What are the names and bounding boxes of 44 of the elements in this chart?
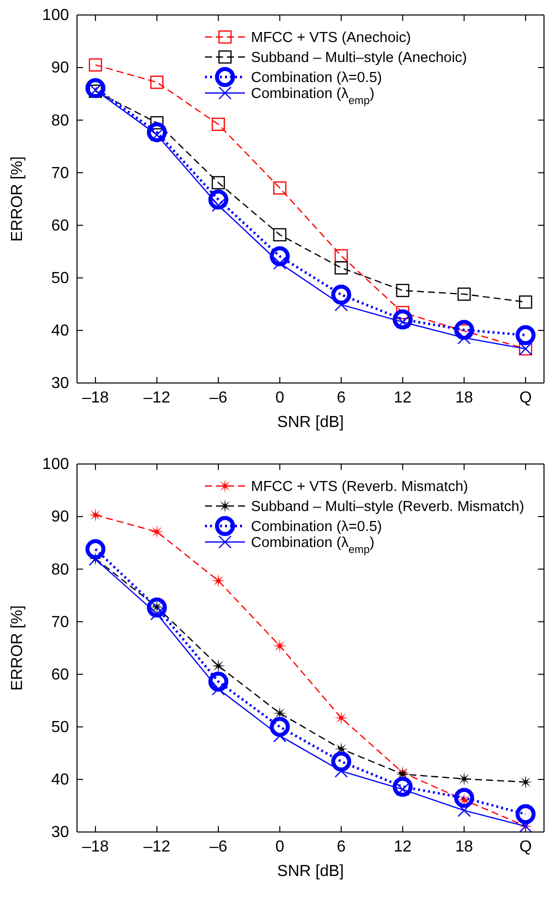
y-axis-title: ERROR [%] (9, 156, 26, 242)
legend-label: Combination (λ$_{emp}$) (251, 535, 374, 556)
x-tick-label: 18 (455, 838, 474, 856)
y-tick-label: 90 (51, 508, 70, 526)
y-tick-label: 60 (51, 217, 70, 234)
y-tick-label: 100 (42, 456, 70, 474)
y-tick-label: 40 (51, 772, 70, 789)
y-tick-label: 60 (51, 666, 70, 684)
y-tick-label: 80 (51, 561, 70, 578)
x-tick-label: –12 (144, 838, 170, 856)
y-tick-label: 80 (51, 112, 70, 130)
legend-label: Subband – Multi–style (Reverb. Mismatch) (251, 499, 524, 515)
x-tick-label: 0 (275, 389, 284, 406)
legend-label: MFCC + VTS (Anechoic) (251, 30, 411, 46)
y-tick-label: 50 (51, 718, 70, 736)
legend-label: Combination (λ=0.5) (251, 519, 382, 535)
y-tick-label: 90 (51, 60, 70, 77)
x-tick-label: –18 (82, 389, 109, 406)
x-tick-label: 6 (336, 389, 346, 406)
x-tick-label: 12 (394, 838, 412, 856)
y-tick-label: 30 (51, 375, 70, 392)
y-tick-label: 40 (51, 322, 70, 340)
x-axis-title: SNR [dB] (277, 863, 344, 880)
x-tick-label: Q (519, 389, 532, 406)
x-tick-label: Q (519, 838, 532, 856)
y-tick-label: 30 (51, 824, 70, 842)
legend-label: Combination (λ=0.5) (251, 70, 382, 86)
legend-label: MFCC + VTS (Reverb. Mismatch) (251, 479, 468, 495)
y-tick-label: 70 (51, 164, 70, 182)
x-tick-label: 0 (275, 838, 284, 856)
x-axis-title: SNR [dB] (277, 414, 344, 431)
x-tick-label: –6 (209, 838, 228, 856)
y-tick-label: 100 (42, 7, 70, 24)
x-tick-label: –12 (144, 389, 170, 406)
x-tick-label: 6 (336, 838, 346, 856)
legend-label: Combination (λ$_{emp}$) (251, 86, 374, 107)
legend-label: Subband – Multi–style (Anechoic) (251, 50, 468, 66)
y-tick-label: 70 (51, 614, 70, 631)
y-tick-label: 50 (51, 270, 70, 287)
x-tick-label: –6 (209, 389, 228, 406)
x-tick-label: 18 (455, 389, 474, 406)
y-axis-title: ERROR [%] (9, 605, 26, 691)
x-tick-label: –18 (82, 838, 109, 856)
x-tick-label: 12 (394, 389, 412, 406)
